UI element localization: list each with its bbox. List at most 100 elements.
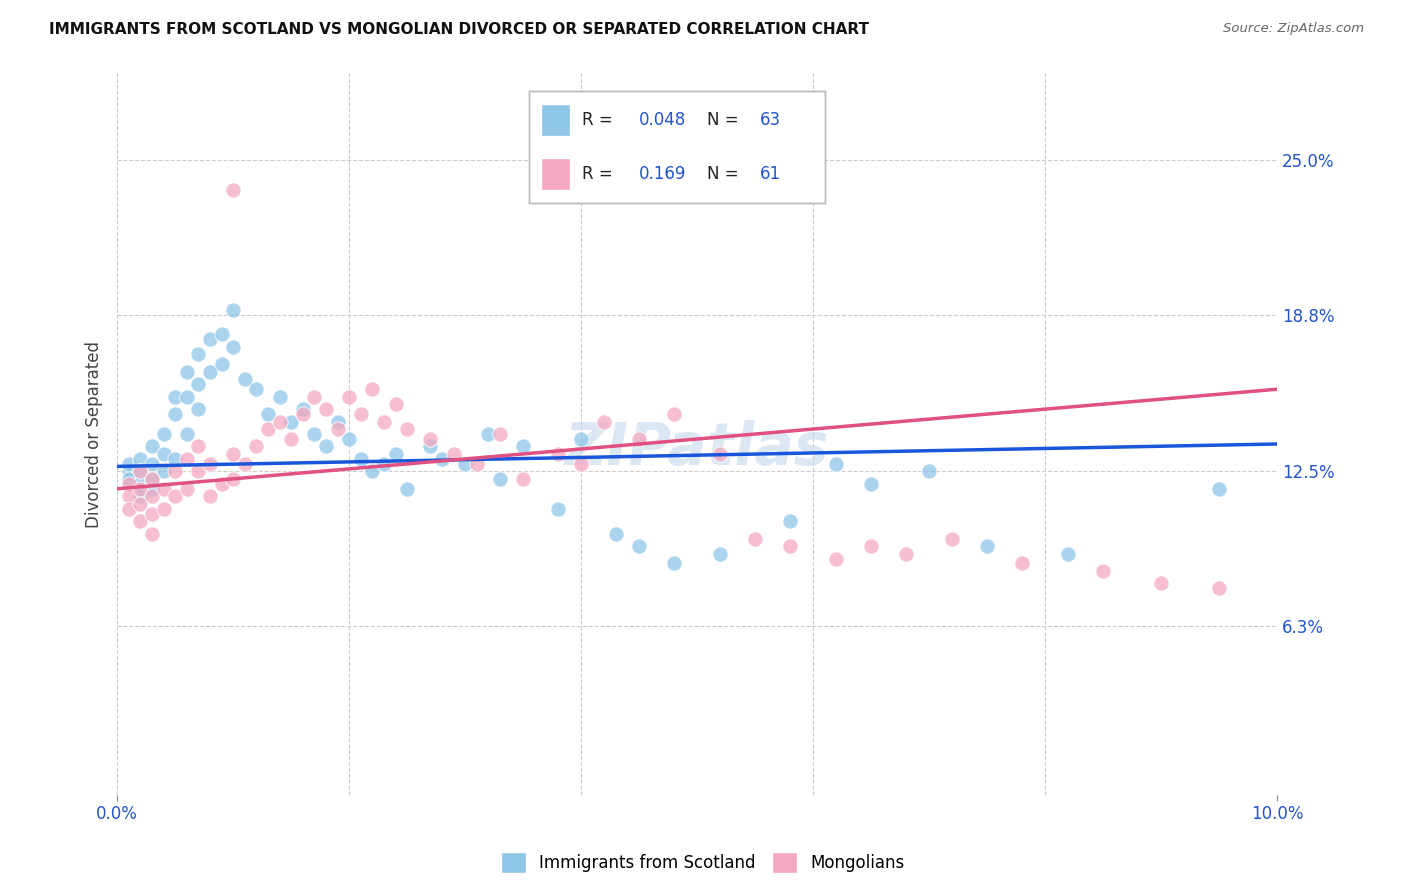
Point — [373, 457, 395, 471]
Point — [825, 457, 848, 471]
Point — [118, 457, 141, 471]
Point — [894, 547, 917, 561]
Point — [211, 476, 233, 491]
Point — [152, 501, 174, 516]
Point — [825, 551, 848, 566]
Point — [547, 501, 569, 516]
Point — [129, 514, 152, 528]
Point — [569, 457, 592, 471]
Point — [315, 440, 337, 454]
Point — [165, 451, 187, 466]
Point — [361, 464, 384, 478]
Point — [489, 472, 512, 486]
Point — [315, 402, 337, 417]
Point — [152, 427, 174, 442]
Point — [245, 382, 267, 396]
Point — [419, 440, 441, 454]
Point — [465, 457, 488, 471]
Point — [454, 457, 477, 471]
Point — [779, 514, 801, 528]
Point — [222, 340, 245, 354]
Point — [187, 377, 209, 392]
Point — [118, 501, 141, 516]
Text: Source: ZipAtlas.com: Source: ZipAtlas.com — [1223, 22, 1364, 36]
Point — [384, 447, 406, 461]
Point — [593, 415, 616, 429]
Point — [187, 402, 209, 417]
Point — [350, 407, 373, 421]
Point — [269, 390, 291, 404]
Point — [165, 464, 187, 478]
Point — [396, 482, 419, 496]
Point — [176, 427, 198, 442]
Point — [569, 432, 592, 446]
Point — [222, 447, 245, 461]
Point — [176, 451, 198, 466]
Point — [176, 390, 198, 404]
Point — [152, 482, 174, 496]
Point — [512, 440, 534, 454]
Point — [233, 457, 256, 471]
Point — [129, 489, 152, 503]
Point — [129, 497, 152, 511]
Point — [337, 390, 360, 404]
Point — [419, 432, 441, 446]
Point — [187, 347, 209, 361]
Point — [141, 472, 163, 486]
Y-axis label: Divorced or Separated: Divorced or Separated — [86, 341, 103, 527]
Point — [245, 440, 267, 454]
Point — [709, 547, 731, 561]
Point — [176, 365, 198, 379]
Point — [280, 432, 302, 446]
Point — [129, 464, 152, 478]
Point — [176, 482, 198, 496]
Point — [779, 539, 801, 553]
Point — [489, 427, 512, 442]
Point — [860, 476, 883, 491]
Point — [430, 451, 453, 466]
Point — [233, 372, 256, 386]
Point — [662, 407, 685, 421]
Point — [141, 489, 163, 503]
Point — [269, 415, 291, 429]
Point — [141, 440, 163, 454]
Point — [198, 332, 221, 346]
Point — [291, 407, 314, 421]
Point — [1150, 576, 1173, 591]
Point — [547, 447, 569, 461]
Point — [141, 507, 163, 521]
Point — [118, 476, 141, 491]
Point — [118, 472, 141, 486]
Point — [860, 539, 883, 553]
Point — [304, 427, 326, 442]
Point — [165, 407, 187, 421]
Point — [628, 432, 651, 446]
Point — [141, 526, 163, 541]
Point — [337, 432, 360, 446]
Point — [280, 415, 302, 429]
Point — [291, 402, 314, 417]
Point — [198, 489, 221, 503]
Point — [129, 476, 152, 491]
Point — [211, 357, 233, 371]
Point — [129, 451, 152, 466]
Point — [605, 526, 627, 541]
Point — [152, 464, 174, 478]
Point — [222, 472, 245, 486]
Point — [384, 397, 406, 411]
Point — [326, 422, 349, 436]
Point — [222, 183, 245, 197]
Point — [662, 557, 685, 571]
Text: IMMIGRANTS FROM SCOTLAND VS MONGOLIAN DIVORCED OR SEPARATED CORRELATION CHART: IMMIGRANTS FROM SCOTLAND VS MONGOLIAN DI… — [49, 22, 869, 37]
Point — [976, 539, 998, 553]
Point — [326, 415, 349, 429]
Point — [628, 539, 651, 553]
Point — [118, 489, 141, 503]
Point — [257, 407, 280, 421]
Text: ZIPatlas: ZIPatlas — [565, 420, 830, 477]
Point — [129, 464, 152, 478]
Point — [918, 464, 941, 478]
Point — [129, 482, 152, 496]
Point — [396, 422, 419, 436]
Point — [304, 390, 326, 404]
